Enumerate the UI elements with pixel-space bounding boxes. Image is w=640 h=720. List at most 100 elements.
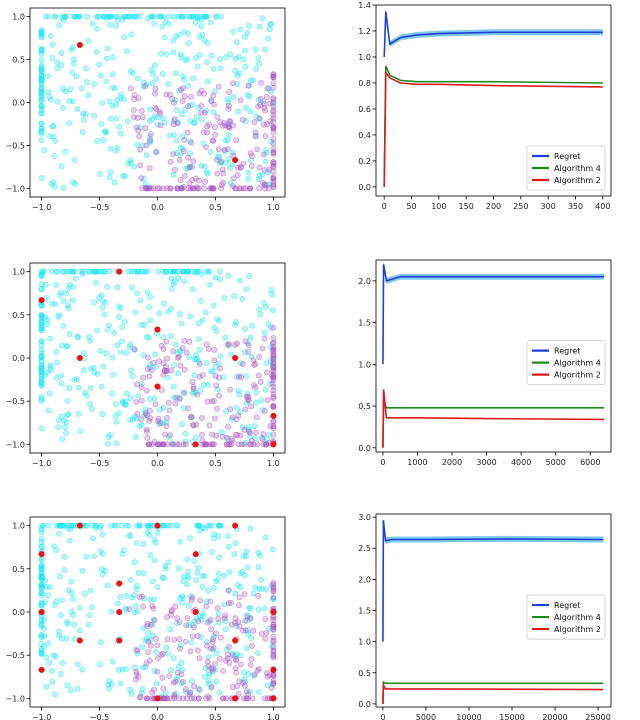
scatter-point (157, 406, 163, 413)
scatter-point (114, 600, 121, 607)
y-tick-label: 0.5 (12, 56, 25, 65)
scatter-point (209, 137, 216, 144)
scatter-point (245, 348, 252, 355)
scatter-point (236, 373, 242, 380)
scatter-point (49, 123, 56, 130)
scatter-point (43, 683, 50, 690)
y-tick-label: 0.0 (358, 183, 371, 192)
scatter-point (227, 386, 234, 393)
scatter-point (270, 118, 277, 125)
scatter-point (254, 441, 261, 448)
scatter-point (198, 162, 205, 169)
scatter-point (153, 648, 159, 655)
scatter-point (186, 338, 193, 345)
scatter-point (144, 412, 150, 419)
scatter-point (215, 522, 222, 529)
scatter-point (264, 85, 271, 92)
scatter-point (163, 644, 170, 651)
scatter-point (259, 436, 266, 443)
scatter-point (124, 118, 131, 125)
scatter-point (38, 543, 45, 550)
scatter-point (223, 159, 230, 166)
scatter-point (74, 685, 81, 692)
scatter-point (146, 396, 153, 402)
scatter-point (48, 300, 55, 307)
scatter-point (59, 436, 66, 443)
scatter-point (140, 664, 147, 671)
scatter-point (155, 268, 161, 275)
scatter-point (236, 602, 242, 609)
scatter-point (165, 374, 171, 381)
scatter-point (245, 342, 252, 349)
scatter-point (52, 137, 59, 144)
scatter-point (176, 31, 183, 38)
scatter-point (52, 691, 59, 698)
scatter-point (255, 549, 262, 556)
scatter-point (245, 396, 251, 403)
scatter-point (206, 268, 213, 275)
scatter-point (243, 548, 250, 555)
highlight-point (76, 522, 83, 529)
scatter-point (107, 13, 113, 20)
scatter-point (237, 661, 244, 668)
scatter-point (191, 624, 197, 631)
scatter-point (181, 76, 188, 83)
scatter-point (47, 584, 53, 591)
scatter-point (236, 594, 243, 601)
highlight-points (38, 522, 277, 702)
scatter-point (266, 181, 272, 188)
highlight-point (154, 383, 161, 390)
scatter-point (219, 122, 226, 129)
scatter-point (204, 619, 211, 626)
scatter-point (41, 147, 48, 154)
scatter-point (242, 326, 248, 332)
scatter-point (38, 621, 45, 627)
scatter-point (244, 564, 251, 571)
scatter-point (220, 695, 226, 702)
scatter-point (185, 103, 192, 110)
scatter-point (166, 673, 173, 680)
scatter-point (205, 663, 212, 670)
scatter-point (134, 75, 141, 82)
scatter-point (178, 659, 184, 666)
scatter-point (77, 604, 84, 611)
scatter-point (46, 659, 53, 666)
scatter-point (247, 108, 254, 115)
scatter-point (211, 324, 218, 331)
y-tick-label: 0.0 (358, 444, 371, 453)
scatter-point (173, 107, 180, 113)
scatter-point (146, 361, 153, 368)
scatter-point (163, 268, 169, 275)
scatter-point (270, 184, 277, 191)
scatter-point (117, 91, 124, 98)
scatter-point (190, 185, 197, 192)
scatter-point (270, 585, 277, 592)
scatter-point (38, 383, 45, 389)
scatter-point (242, 63, 249, 70)
scatter-point (197, 613, 204, 620)
scatter-point (247, 525, 254, 532)
scatter-point (198, 616, 205, 623)
scatter-point (257, 378, 264, 385)
legend-label: Regret (554, 152, 580, 161)
y-tick-label: −0.5 (6, 141, 25, 150)
scatter-point (167, 432, 173, 438)
scatter-point (71, 157, 78, 164)
scatter-point (144, 366, 151, 372)
scatter-point (38, 623, 45, 629)
scatter-point (57, 573, 63, 580)
x-tick-label: 250 (513, 202, 528, 211)
scatter-point (180, 85, 186, 91)
scatter-point (91, 81, 98, 87)
scatter-point (38, 602, 45, 609)
scatter-point (64, 682, 71, 689)
highlight-point (154, 326, 161, 333)
scatter-point (100, 298, 107, 305)
scatter-point (203, 603, 210, 610)
scatter-point (153, 75, 159, 82)
y-tick-label: 0.4 (358, 131, 371, 140)
scatter-point (119, 398, 126, 405)
scatter-point (38, 270, 45, 277)
scatter-point (265, 35, 272, 42)
scatter-point (236, 623, 243, 630)
